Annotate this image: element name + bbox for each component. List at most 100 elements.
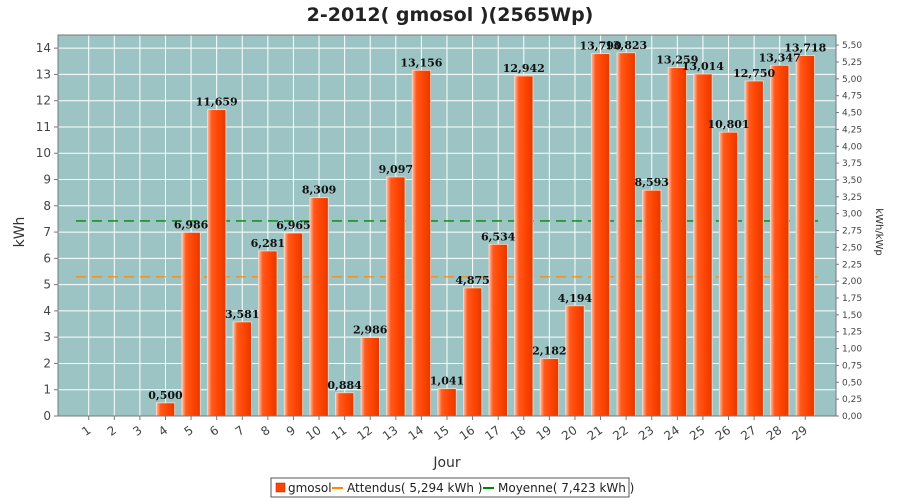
x-tick-label: 21 xyxy=(585,423,606,443)
legend-label-attendus: Attendus( 5,294 kWh ) xyxy=(347,481,482,495)
bar-day-27 xyxy=(744,80,764,417)
legend-swatch-gmosol xyxy=(275,482,286,493)
bar-day-26 xyxy=(718,131,739,417)
data-label: 6,986 xyxy=(174,218,209,231)
y2-tick-label: 5,25 xyxy=(842,58,862,68)
bar-day-10 xyxy=(309,197,329,417)
y2-tick-label: 4,25 xyxy=(842,125,862,135)
y-tick-label: 11 xyxy=(36,120,51,134)
x-tick-label: 26 xyxy=(713,423,734,443)
y2-tick-label: 3,00 xyxy=(842,210,862,220)
data-label: 13,156 xyxy=(400,56,442,69)
y2-tick-label: 4,50 xyxy=(842,109,862,119)
y-tick-label: 3 xyxy=(43,330,51,344)
data-label: 2,986 xyxy=(353,324,388,337)
bar-day-21 xyxy=(590,53,611,417)
legend-label-gmosol: gmosol xyxy=(288,481,332,495)
y-tick-label: 10 xyxy=(36,146,51,160)
y-tick-label: 9 xyxy=(43,173,51,187)
data-label: 8,593 xyxy=(635,176,669,189)
y2-tick-label: 1,50 xyxy=(842,311,862,321)
y2-tick-label: 3,75 xyxy=(842,159,862,169)
data-label: 11,659 xyxy=(196,96,238,109)
x-tick-label: 9 xyxy=(284,423,298,439)
data-label: 1,041 xyxy=(430,375,464,388)
y2-tick-label: 2,75 xyxy=(842,227,862,237)
x-tick-label: 8 xyxy=(258,423,272,439)
y2-tick-label: 5,00 xyxy=(842,75,862,85)
legend-label-moyenne: Moyenne( 7,423 kWh ) xyxy=(498,481,634,495)
data-label: 13,718 xyxy=(784,42,826,55)
data-label: 3,581 xyxy=(225,308,259,321)
bar-day-22 xyxy=(616,52,636,417)
x-tick-label: 13 xyxy=(380,423,401,443)
x-tick-label: 16 xyxy=(457,423,478,443)
y-tick-label: 2 xyxy=(43,356,51,370)
y2-tick-label: 5,50 xyxy=(842,41,862,51)
data-label: 0,884 xyxy=(327,379,362,392)
data-label: 6,965 xyxy=(276,219,310,232)
x-tick-label: 14 xyxy=(406,423,427,443)
y2-tick-label: 2,00 xyxy=(842,277,862,287)
data-label: 13,014 xyxy=(682,60,724,73)
x-tick-label: 15 xyxy=(431,423,452,443)
x-tick-label: 1 xyxy=(79,423,93,439)
y-tick-label: 8 xyxy=(43,199,51,213)
y2-tick-label: 1,00 xyxy=(842,345,862,355)
x-tick-label: 29 xyxy=(789,423,810,443)
y2-tick-label: 0,75 xyxy=(842,361,862,371)
y2-tick-label: 0,00 xyxy=(842,412,862,422)
data-label: 13,259 xyxy=(656,54,698,67)
bar-day-7 xyxy=(232,321,252,417)
data-label: 12,942 xyxy=(503,62,545,75)
y2-axis-label: kWh/kWp xyxy=(873,208,884,255)
x-tick-label: 19 xyxy=(534,423,555,443)
x-axis-label: Jour xyxy=(432,455,461,471)
bar-day-29 xyxy=(795,55,815,417)
x-tick-label: 24 xyxy=(662,423,683,443)
data-label: 2,182 xyxy=(532,345,566,358)
data-label: 13,347 xyxy=(759,51,801,64)
y2-tick-label: 2,50 xyxy=(842,243,862,253)
y-tick-label: 7 xyxy=(43,225,51,239)
y-tick-label: 14 xyxy=(36,41,51,55)
bar-day-6 xyxy=(207,109,227,417)
x-tick-label: 28 xyxy=(764,423,785,443)
x-tick-label: 20 xyxy=(559,423,580,443)
bar-day-12 xyxy=(360,337,380,417)
bar-day-20 xyxy=(565,305,585,417)
y2-tick-label: 1,75 xyxy=(842,294,862,304)
data-label: 0,500 xyxy=(148,389,183,402)
y-tick-label: 12 xyxy=(36,94,51,108)
bar-day-9 xyxy=(283,232,304,417)
x-tick-label: 25 xyxy=(687,423,708,443)
y2-tick-label: 4,75 xyxy=(842,92,862,102)
x-tick-label: 4 xyxy=(156,423,170,439)
data-label: 13,823 xyxy=(605,39,647,52)
y-tick-label: 6 xyxy=(43,251,51,265)
y2-tick-label: 4,00 xyxy=(842,142,862,152)
data-label: 13,790 xyxy=(579,40,621,53)
bar-day-19 xyxy=(539,358,559,417)
data-label: 4,875 xyxy=(455,274,489,287)
x-tick-label: 18 xyxy=(508,423,529,443)
y2-tick-label: 0,25 xyxy=(842,395,862,405)
bar-day-8 xyxy=(258,250,278,417)
bar-day-5 xyxy=(181,232,201,417)
y2-tick-label: 3,50 xyxy=(842,176,862,186)
y-axis-label: kWh xyxy=(12,217,28,248)
data-label: 9,097 xyxy=(379,163,413,176)
x-tick-label: 17 xyxy=(482,423,503,443)
chart-title: 2-2012( gmosol )(2565Wp) xyxy=(307,4,594,26)
bar-day-16 xyxy=(462,287,483,417)
data-label: 4,194 xyxy=(558,292,593,305)
x-tick-label: 7 xyxy=(233,423,247,439)
y-tick-label: 4 xyxy=(43,304,51,318)
x-tick-label: 2 xyxy=(105,423,119,439)
bar-day-18 xyxy=(514,75,534,417)
y2-tick-label: 2,25 xyxy=(842,260,862,270)
bar-day-14 xyxy=(411,69,432,417)
y-tick-label: 13 xyxy=(36,67,51,81)
